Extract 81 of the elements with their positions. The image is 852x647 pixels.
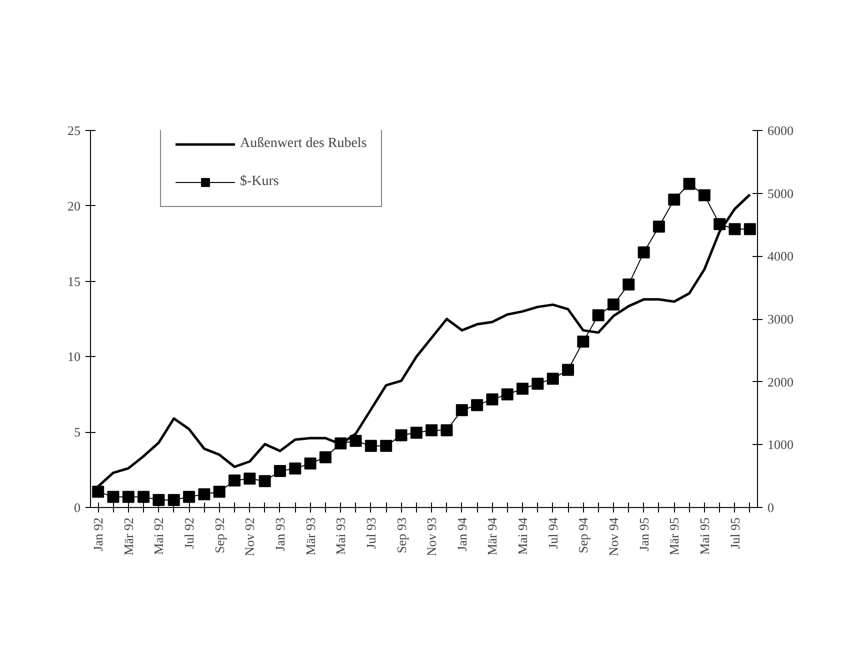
point: [728, 223, 741, 236]
point: [258, 475, 271, 488]
point: [440, 424, 453, 436]
point: [183, 490, 196, 503]
y2-tick-label: 5000: [768, 186, 794, 201]
point: [168, 494, 180, 506]
point: [501, 388, 514, 400]
legend-label: Außenwert des Rubels: [240, 136, 367, 152]
x-tick-label: Jul 92: [182, 518, 197, 549]
x-tick-label: Nov 93: [424, 518, 440, 556]
point: [138, 490, 150, 503]
point: [652, 220, 665, 233]
point: [562, 364, 574, 376]
y2-tick-label: 3000: [768, 312, 794, 326]
point: [228, 474, 241, 486]
x-tick-label: Mär 95: [666, 517, 682, 556]
point: [410, 426, 422, 439]
point: [274, 465, 286, 478]
point: [532, 378, 544, 390]
y-tick-label: 5: [74, 424, 80, 440]
point: [714, 218, 726, 230]
point: [577, 336, 590, 348]
point: [516, 382, 529, 395]
point: [486, 393, 498, 406]
point: [456, 404, 468, 416]
y2-tick-label: 6000: [768, 123, 794, 138]
y-tick-label: 10: [68, 349, 80, 364]
x-tick-label: Jul 94: [545, 517, 560, 549]
legend-label: $-Kurs: [240, 174, 280, 190]
y2-tick-label: 1000: [768, 437, 794, 452]
y-tick-label: 20: [68, 198, 80, 214]
y-tick-label: 15: [68, 274, 80, 289]
point: [152, 494, 165, 506]
point: [744, 223, 756, 236]
x-tick-label: Jan 92: [90, 517, 106, 552]
point: [622, 278, 635, 290]
x-tick-label: Sep 92: [212, 518, 227, 554]
point: [395, 429, 408, 442]
x-tick-label: Jul 93: [363, 518, 378, 549]
x-tick-label: Mai 93: [333, 517, 348, 555]
point: [289, 462, 302, 475]
x-tick-label: Jan 94: [454, 517, 470, 552]
point: [607, 298, 620, 311]
point: [350, 434, 362, 447]
x-tick-label: Sep 93: [394, 518, 409, 554]
x-tick-label: Nov 94: [606, 517, 621, 556]
y2-tick-label: 2000: [768, 374, 794, 390]
x-tick-label: Jan 93: [272, 517, 288, 552]
point: [244, 472, 256, 485]
point: [592, 309, 604, 322]
point: [683, 178, 696, 190]
point: [198, 488, 210, 500]
y-tick-label: 0: [74, 500, 80, 515]
x-tick-label: Mär 93: [302, 517, 318, 556]
point: [380, 440, 392, 452]
point: [213, 486, 226, 498]
point: [426, 424, 438, 436]
x-tick-label: Sep 94: [576, 517, 591, 554]
x-tick-label: Jul 95: [727, 518, 742, 549]
point: [334, 437, 347, 450]
y2-tick-label: 0: [768, 500, 774, 515]
x-tick-label: Nov 92: [242, 518, 258, 556]
point: [471, 399, 484, 412]
x-tick-label: Mär 92: [120, 517, 136, 556]
point: [304, 458, 316, 470]
point: [92, 486, 104, 498]
x-tick-label: Mai 95: [696, 517, 712, 555]
point: [364, 440, 377, 452]
point: [638, 246, 650, 258]
y2-tick-label: 4000: [768, 248, 794, 264]
point: [698, 189, 710, 202]
x-tick-label: Mai 94: [515, 517, 530, 555]
point: [319, 451, 332, 464]
point: [668, 194, 680, 206]
point: [546, 372, 559, 385]
x-tick-label: Mai 92: [151, 517, 166, 555]
point: [107, 490, 120, 503]
y-tick-label: 25: [68, 123, 80, 138]
point: [122, 490, 134, 503]
x-tick-label: Jan 95: [636, 517, 652, 552]
x-tick-label: Mär 94: [484, 517, 500, 556]
